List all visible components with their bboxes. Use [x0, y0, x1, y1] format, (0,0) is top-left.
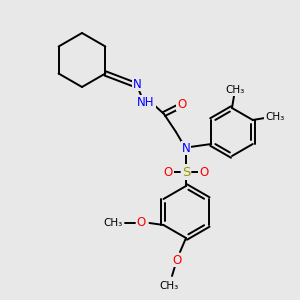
Text: CH₃: CH₃	[225, 85, 244, 95]
Text: N: N	[133, 77, 141, 91]
Text: NH: NH	[137, 95, 155, 109]
Text: CH₃: CH₃	[104, 218, 123, 228]
Text: O: O	[137, 217, 146, 230]
Text: O: O	[164, 166, 172, 178]
Text: N: N	[182, 142, 190, 154]
Text: CH₃: CH₃	[265, 112, 284, 122]
Text: O: O	[172, 254, 182, 266]
Text: O: O	[200, 166, 208, 178]
Text: CH₃: CH₃	[159, 281, 178, 291]
Text: O: O	[177, 98, 187, 110]
Text: S: S	[182, 166, 190, 178]
